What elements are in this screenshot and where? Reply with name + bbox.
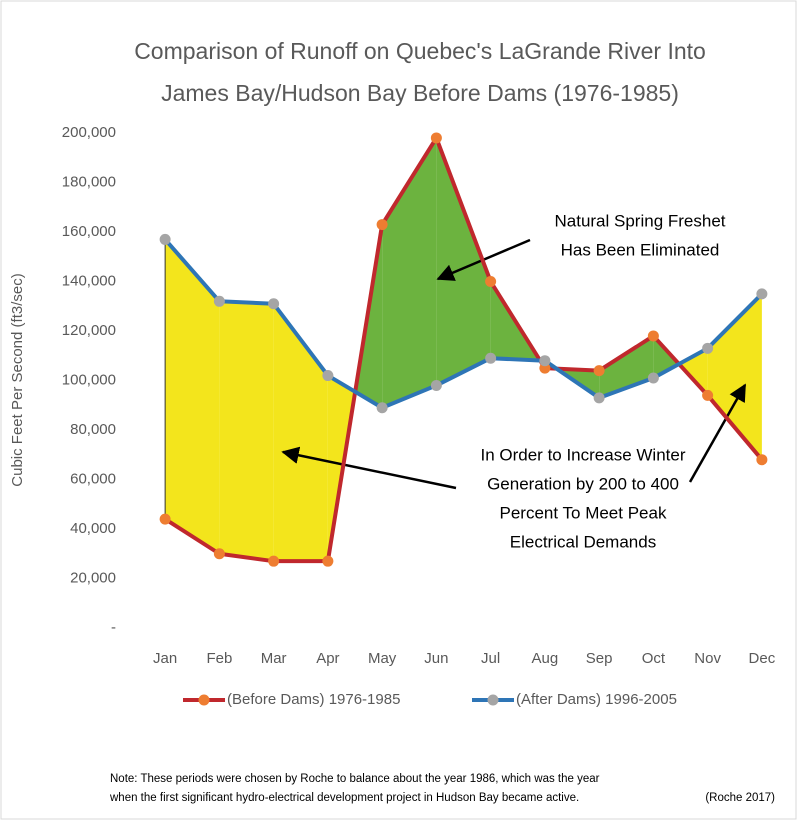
- y-axis-label: Cubic Feet Per Second (ft3/sec): [9, 273, 26, 486]
- annotation: Generation by 200 to 400: [487, 474, 679, 493]
- legend-label: (After Dams) 1996-2005: [516, 691, 677, 708]
- fill-area: [678, 348, 708, 396]
- point: [159, 513, 171, 525]
- source: (Roche 2017): [705, 792, 775, 804]
- y-tick-label: 160,000: [62, 223, 116, 240]
- fill-area: [273, 303, 328, 562]
- point: [593, 365, 605, 377]
- point: [485, 276, 497, 287]
- y-tick-label: 100,000: [62, 371, 116, 388]
- y-tick-label: 200,000: [62, 124, 116, 141]
- x-tick-label: Nov: [694, 650, 721, 667]
- note: Note: These periods were chosen by Roche…: [110, 773, 600, 785]
- y-tick-label: 80,000: [70, 421, 116, 438]
- x-tick-label: Aug: [532, 650, 559, 667]
- x-tick-label: Jan: [153, 650, 177, 667]
- annotation: Natural Spring Freshet: [554, 211, 725, 230]
- x-tick-label: Dec: [749, 650, 776, 667]
- x-tick-label: Mar: [261, 650, 287, 667]
- x-tick-label: Sep: [586, 650, 613, 667]
- y-tick-label: 20,000: [70, 569, 116, 586]
- point: [322, 555, 334, 567]
- annotation: Percent To Meet Peak: [500, 503, 667, 522]
- fill-area: [436, 137, 491, 386]
- point: [702, 342, 714, 354]
- legend-label: (Before Dams) 1976-1985: [227, 691, 400, 708]
- point: [430, 132, 442, 144]
- y-tick-label: 40,000: [70, 520, 116, 537]
- series-line: [164, 135, 764, 564]
- point: [376, 219, 388, 231]
- y-tick-label: 60,000: [70, 470, 116, 487]
- annotation: Has Been Eliminated: [561, 240, 720, 259]
- point: [647, 372, 659, 384]
- x-tick-label: Oct: [642, 650, 666, 667]
- y-tick-label: 120,000: [62, 322, 116, 339]
- legend-marker: [198, 694, 210, 706]
- annotation: In Order to Increase Winter: [480, 445, 685, 464]
- x-tick-label: Jul: [481, 650, 500, 667]
- point: [430, 379, 442, 391]
- point: [647, 330, 659, 342]
- point: [322, 370, 334, 382]
- point: [756, 288, 768, 300]
- point: [213, 548, 225, 560]
- point: [702, 389, 714, 401]
- annotation: Electrical Demands: [510, 532, 656, 551]
- x-tick-label: May: [368, 650, 397, 667]
- point: [268, 298, 280, 310]
- legend-marker: [487, 694, 499, 706]
- y-tick-label: 140,000: [62, 272, 116, 289]
- fill-area: [165, 239, 220, 554]
- point: [376, 402, 388, 414]
- arrow: [281, 446, 457, 490]
- x-tick-label: Feb: [206, 650, 232, 667]
- point: [485, 352, 497, 364]
- series-line: [163, 238, 764, 410]
- chart-title: James Bay/Hudson Bay Before Dams (1976-1…: [161, 80, 679, 106]
- arrow: [688, 383, 747, 483]
- y-tick-label: 180,000: [62, 173, 116, 190]
- x-tick-label: Jun: [424, 650, 448, 667]
- point: [213, 295, 225, 307]
- chart-title: Comparison of Runoff on Quebec's LaGrand…: [134, 38, 706, 64]
- y-tick-label: -: [111, 619, 116, 636]
- x-tick-label: Apr: [316, 650, 339, 667]
- point: [268, 555, 280, 567]
- note: when the first significant hydro-electri…: [109, 792, 579, 804]
- fill-area: [219, 301, 274, 562]
- point: [593, 392, 605, 404]
- point: [159, 233, 171, 245]
- point: [539, 355, 551, 367]
- point: [756, 454, 768, 466]
